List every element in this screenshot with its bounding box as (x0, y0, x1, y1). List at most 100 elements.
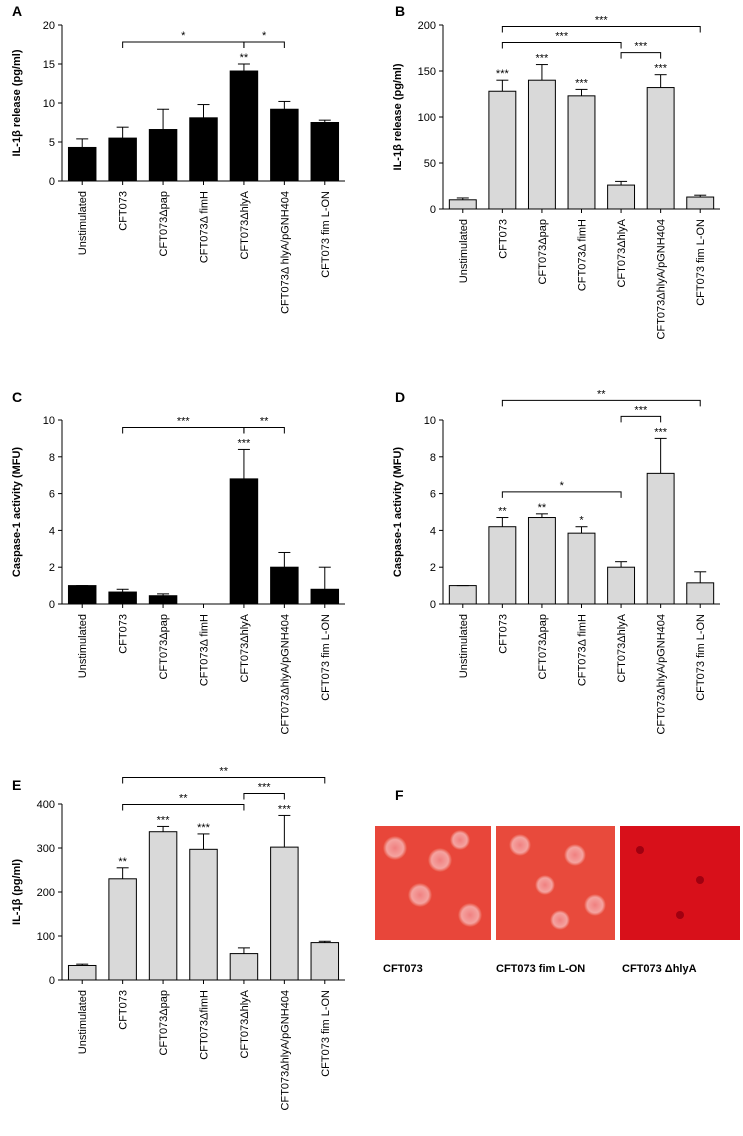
y-tick-label: 400 (37, 799, 55, 811)
y-tick-label: 10 (43, 98, 55, 110)
x-tick-label: CFT073 fim L-ON (320, 614, 332, 701)
bar (67, 964, 97, 981)
bracket (243, 426, 285, 434)
significance: ** (240, 52, 249, 64)
bracket-label: *** (634, 41, 648, 53)
y-tick-label: 6 (49, 489, 55, 501)
colony (584, 894, 606, 916)
bar (148, 595, 178, 605)
x-tick-label: Unstimulated (458, 219, 470, 283)
x-tick-label: CFT073 fim L-ON (695, 219, 707, 306)
colony (636, 846, 644, 854)
x-tick-label: CFT073 (497, 219, 509, 259)
panel-f: F CFT073 CFT073 fim L-ON CFT073 ΔhlyA (375, 787, 740, 975)
bar (189, 117, 218, 182)
x-tick-label: CFT073Δpap (158, 990, 170, 1055)
x-tick-label: CFT073ΔhlyA (239, 190, 251, 259)
y-tick-label: 0 (49, 975, 55, 987)
x-tick-label: CFT073 (497, 614, 509, 654)
bracket (620, 52, 662, 59)
significance: *** (536, 53, 550, 65)
x-tick-label: CFT073Δ fimH (577, 219, 589, 291)
plate-image (620, 826, 740, 940)
x-tick-label: CFT073 (118, 191, 130, 231)
bar (448, 585, 477, 605)
bar (270, 108, 299, 182)
y-tick-label: 0 (49, 176, 55, 188)
x-tick-label: CFT073Δ fimH (577, 614, 589, 686)
bracket-label: * (262, 30, 267, 42)
y-axis-label: Caspase-1 activity (MFU) (392, 447, 404, 578)
bracket-label: *** (258, 781, 272, 793)
x-tick-label: CFT073Δpap (537, 219, 549, 284)
bracket (501, 26, 701, 33)
bracket-label: ** (219, 765, 228, 777)
bar (686, 196, 715, 210)
y-tick-label: 10 (43, 415, 55, 427)
bar (108, 591, 137, 605)
bar (488, 90, 517, 210)
x-tick-label: Unstimulated (77, 990, 89, 1054)
x-tick-label: CFT073ΔhlyA (616, 218, 628, 287)
bracket (122, 776, 326, 784)
x-tick-label: CFT073ΔhlyA/pGNH404 (656, 219, 668, 339)
x-tick-label: CFT073ΔhlyA/pGNH404 (656, 614, 668, 734)
significance: *** (157, 814, 171, 826)
significance: *** (197, 822, 211, 834)
bracket-label: *** (555, 31, 569, 43)
bar (229, 70, 259, 182)
bar (270, 566, 299, 605)
significance: * (579, 515, 584, 527)
significance: *** (575, 77, 589, 89)
bar (310, 122, 340, 182)
y-tick-label: 4 (49, 525, 55, 537)
panel-label: B (395, 3, 405, 19)
y-tick-label: 8 (49, 452, 55, 464)
y-axis-label: IL-1β release (pg/ml) (392, 63, 404, 170)
bar (567, 95, 596, 210)
x-tick-label: CFT073 (118, 990, 130, 1030)
significance: *** (238, 437, 252, 449)
colony (509, 834, 531, 856)
colony (383, 836, 407, 860)
y-tick-label: 100 (418, 112, 436, 124)
x-tick-label: CFT073 fim L-ON (320, 191, 332, 278)
y-tick-label: 100 (37, 931, 55, 943)
panel-label: D (395, 389, 405, 405)
y-axis-label: IL-1β release (pg/ml) (11, 49, 23, 156)
y-axis-label: Caspase-1 activity (MFU) (11, 447, 23, 578)
bar (646, 472, 675, 605)
bar (310, 942, 340, 981)
bar (607, 566, 636, 605)
bracket-label: *** (634, 404, 648, 416)
image-label: CFT073 (383, 963, 423, 975)
x-tick-label: CFT073ΔhlyA/pGNH404 (279, 990, 291, 1110)
y-tick-label: 20 (43, 20, 55, 32)
x-tick-label: CFT073 fim L-ON (695, 614, 707, 701)
bracket (122, 426, 245, 434)
y-tick-label: 0 (49, 599, 55, 611)
panel-label: F (395, 787, 404, 803)
y-tick-label: 50 (424, 158, 436, 170)
y-tick-label: 200 (37, 887, 55, 899)
y-tick-label: 0 (430, 599, 436, 611)
image-label: CFT073 fim L-ON (496, 963, 585, 975)
significance: ** (538, 502, 547, 514)
y-tick-label: 2 (430, 562, 436, 574)
colony (450, 830, 470, 850)
bar (229, 953, 259, 981)
colony (696, 876, 704, 884)
colony (535, 875, 555, 895)
bracket (243, 792, 285, 800)
y-tick-label: 8 (430, 452, 436, 464)
y-tick-label: 200 (418, 20, 436, 32)
colony (428, 848, 452, 872)
colony (550, 910, 570, 930)
significance: ** (118, 856, 127, 868)
y-tick-label: 6 (430, 489, 436, 501)
bar (148, 831, 178, 981)
bracket-label: ** (260, 415, 269, 427)
y-tick-label: 0 (430, 204, 436, 216)
bar (527, 517, 556, 605)
bar (108, 137, 137, 182)
